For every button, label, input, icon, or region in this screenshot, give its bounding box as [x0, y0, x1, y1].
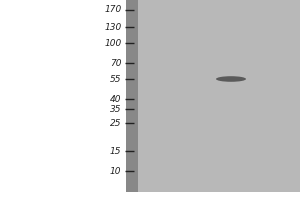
Text: 25: 25 [110, 118, 122, 128]
Text: 130: 130 [104, 22, 122, 31]
Text: 55: 55 [110, 74, 122, 84]
Text: 170: 170 [104, 5, 122, 15]
Text: 100: 100 [104, 38, 122, 47]
Text: 10: 10 [110, 166, 122, 176]
Text: 35: 35 [110, 104, 122, 114]
Bar [126, 0, 138, 192]
Text: 70: 70 [110, 58, 122, 68]
Ellipse shape [216, 76, 246, 82]
Text: 15: 15 [110, 146, 122, 156]
Text: 40: 40 [110, 95, 122, 104]
Bar [126, 0, 300, 192]
